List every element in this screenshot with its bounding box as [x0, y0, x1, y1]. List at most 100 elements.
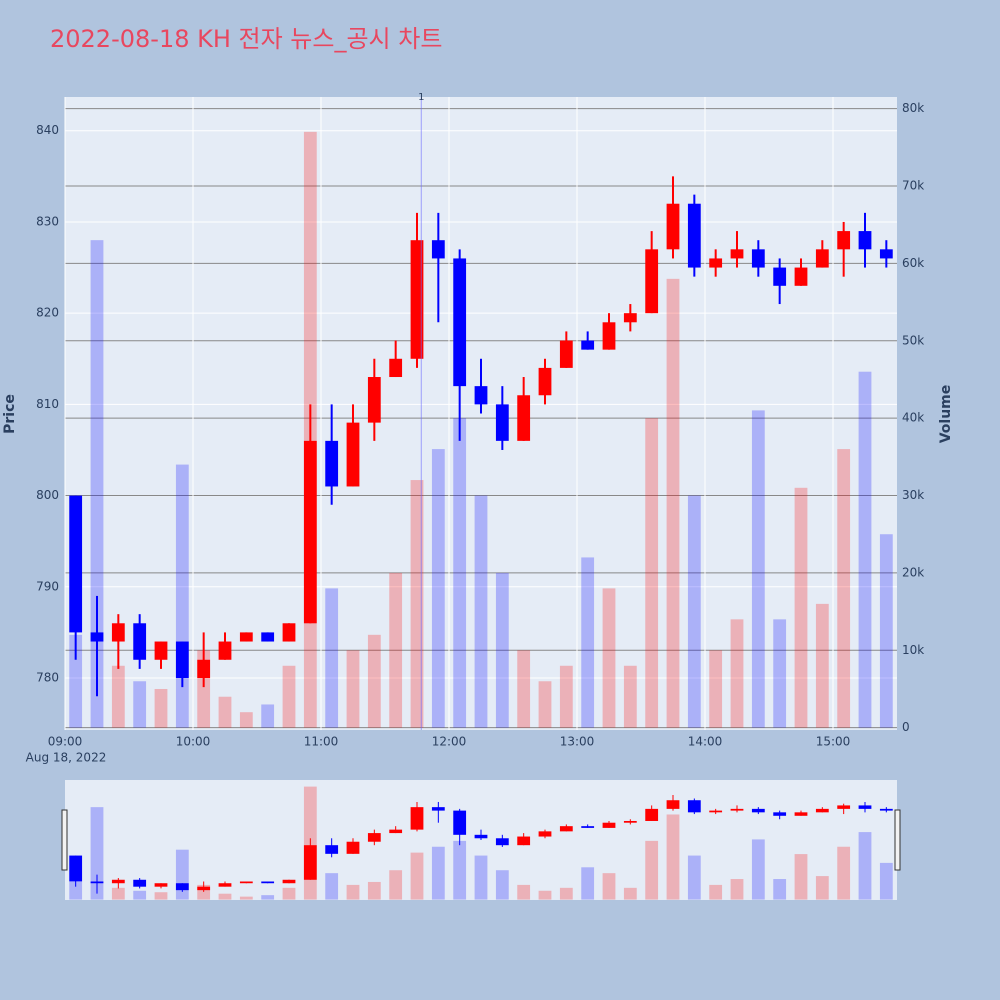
mini-volume-bar: [517, 884, 531, 900]
y2-tick-label: 20k: [902, 565, 924, 579]
mini-candle-body: [282, 879, 296, 884]
candle-body: [687, 203, 701, 268]
volume-bar: [709, 650, 723, 728]
candle-body: [111, 623, 125, 642]
volume-bar: [261, 704, 275, 728]
mini-candle-body: [623, 820, 637, 823]
x-tick-label: 15:00: [816, 735, 851, 749]
candle-body: [623, 313, 637, 323]
mini-candle-body: [239, 881, 253, 884]
mini-volume-bar: [474, 855, 488, 900]
mini-volume-bar: [410, 852, 424, 900]
mini-candle-body: [431, 807, 445, 811]
mini-candle-body: [367, 833, 381, 842]
volume-bar: [111, 665, 125, 728]
mini-volume-bar: [858, 832, 872, 900]
mini-candle-body: [111, 879, 125, 884]
mini-volume-bar: [751, 839, 765, 900]
volume-bar: [837, 449, 851, 728]
mini-candle-body: [175, 883, 189, 891]
candle-body: [794, 267, 808, 286]
volume-bar: [602, 588, 616, 728]
y2-tick-label: 10k: [902, 643, 924, 657]
mini-volume-bar: [261, 895, 275, 900]
volume-bar: [239, 712, 253, 728]
candle-body: [90, 632, 104, 642]
y2-tick-label: 30k: [902, 488, 924, 502]
candle-body: [261, 632, 275, 642]
candle-body: [815, 249, 829, 268]
mini-volume-bar: [879, 862, 893, 900]
y-tick-label: 840: [36, 123, 59, 137]
mini-candle-body: [474, 834, 488, 839]
mini-volume-bar: [666, 814, 680, 900]
volume-bar: [879, 534, 893, 728]
volume-bar: [687, 495, 701, 728]
mini-volume-bar: [581, 867, 595, 900]
candle-body: [325, 440, 339, 487]
candle-body: [666, 203, 680, 250]
y2-tick-label: 50k: [902, 333, 924, 347]
mini-volume-bar: [687, 855, 701, 900]
mini-volume-bar: [623, 887, 637, 900]
volume-bar: [559, 665, 573, 728]
volume-bar: [282, 665, 296, 728]
mini-volume-bar: [239, 896, 253, 900]
candle-body: [730, 249, 744, 259]
candle-body: [495, 404, 509, 441]
volume-bar: [666, 278, 680, 728]
mini-volume-bar: [815, 876, 829, 900]
volume-bar: [410, 480, 424, 728]
y-tick-label: 830: [36, 214, 59, 228]
volume-bar: [453, 418, 467, 728]
mini-volume-bar: [431, 846, 445, 900]
slider-handle[interactable]: [894, 809, 901, 871]
mini-volume-bar: [367, 881, 381, 900]
mini-volume-bar: [175, 849, 189, 900]
volume-bar: [517, 650, 531, 728]
y2-tick-label: 0: [902, 720, 910, 734]
mini-candle-body: [645, 808, 659, 821]
x-tick-label: 14:00: [688, 735, 723, 749]
mini-candle-body: [538, 831, 552, 837]
volume-bar: [346, 650, 360, 728]
volume-bar: [581, 557, 595, 728]
candle-body: [453, 258, 467, 387]
mini-candle-body: [218, 883, 232, 887]
mini-volume-bar: [111, 887, 125, 900]
candle-body: [517, 395, 531, 441]
mini-candle-body: [133, 879, 147, 887]
volume-bar: [751, 410, 765, 728]
volume-bar: [133, 681, 147, 728]
candle-body: [837, 231, 851, 250]
mini-candle-body: [410, 807, 424, 830]
y-tick-label: 800: [36, 488, 59, 502]
x-date-label: Aug 18, 2022: [26, 751, 107, 765]
volume-bar: [367, 634, 381, 728]
chart-title: 2022-08-18 KH 전자 뉴스_공시 차트: [50, 25, 442, 53]
volume-bar: [389, 572, 403, 728]
y2-tick-label: 70k: [902, 178, 924, 192]
volume-bar: [175, 464, 189, 728]
candle-body: [69, 495, 83, 633]
mini-volume-bar: [325, 873, 339, 900]
slider-handle[interactable]: [61, 809, 68, 871]
mini-candle-body: [325, 845, 339, 854]
candle-body: [197, 659, 211, 679]
mini-candle-body: [687, 800, 701, 813]
mini-volume-bar: [282, 887, 296, 900]
mini-candle-body: [751, 808, 765, 813]
volume-bar: [431, 449, 445, 728]
candle-body: [303, 440, 317, 624]
y-axis-title: Price: [2, 394, 18, 434]
candle-body: [709, 258, 723, 268]
annotation-text: 1: [418, 92, 424, 103]
mini-candle-body: [879, 808, 893, 811]
mini-volume-bar: [69, 881, 83, 900]
candle-body: [410, 240, 424, 359]
mini-candle-body: [559, 826, 573, 832]
volume-bar: [773, 619, 787, 728]
mini-volume-bar: [218, 893, 232, 900]
candle-body: [218, 641, 232, 660]
y-tick-label: 790: [36, 579, 59, 593]
